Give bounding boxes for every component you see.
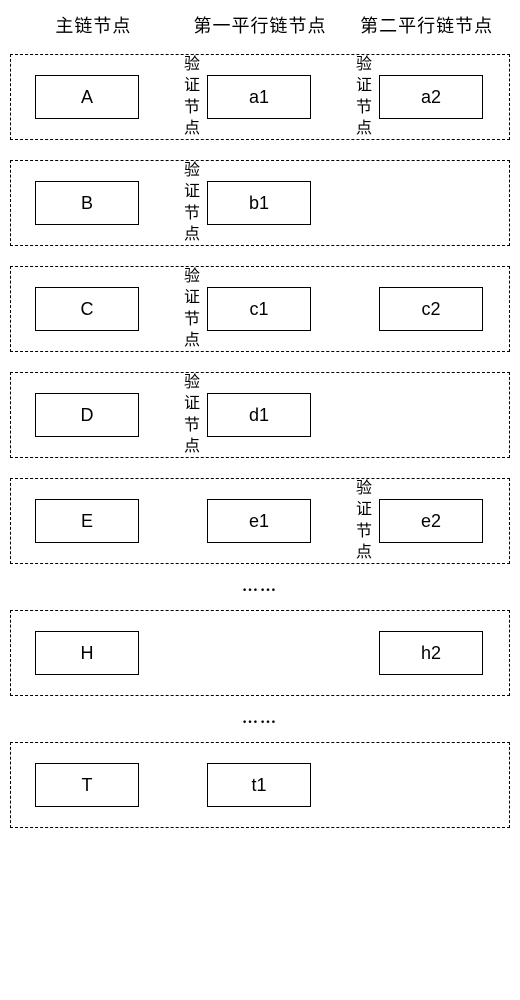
node-cell: e1 <box>207 499 311 543</box>
ellipsis: …… <box>10 578 510 596</box>
chain-row: Tt1 <box>10 742 510 828</box>
verify-node-label: 验证节点 <box>183 163 201 243</box>
header-col1: 第一平行链节点 <box>177 12 344 38</box>
node-cell: b1 <box>207 181 311 225</box>
header-col0: 主链节点 <box>10 12 177 38</box>
verify-node-label: 验证节点 <box>355 481 373 561</box>
verify-node-label: 验证节点 <box>183 375 201 455</box>
node-cell: H <box>35 631 139 675</box>
node-cell: h2 <box>379 631 483 675</box>
chain-row: Ee1 验证节点 e2 <box>10 478 510 564</box>
node-cell: D <box>35 393 139 437</box>
node-cell: A <box>35 75 139 119</box>
chain-row: D 验证节点 d1 <box>10 372 510 458</box>
verify-node-label: 验证节点 <box>183 269 201 349</box>
node-cell: E <box>35 499 139 543</box>
node-cell: d1 <box>207 393 311 437</box>
node-cell: T <box>35 763 139 807</box>
node-cell: a2 <box>379 75 483 119</box>
chain-row: A 验证节点 a1 验证节点 a2 <box>10 54 510 140</box>
ellipsis: …… <box>10 710 510 728</box>
column-headers: 主链节点 第一平行链节点 第二平行链节点 <box>10 12 510 38</box>
rows-container: A验证节点a1验证节点a2B验证节点b1C验证节点c1c2D验证节点d1Ee1验… <box>10 54 510 828</box>
node-cell: t1 <box>207 763 311 807</box>
node-cell: c2 <box>379 287 483 331</box>
node-cell: C <box>35 287 139 331</box>
chain-row: Hh2 <box>10 610 510 696</box>
node-cell: a1 <box>207 75 311 119</box>
chain-row: C 验证节点 c1 c2 <box>10 266 510 352</box>
node-cell: B <box>35 181 139 225</box>
node-cell: e2 <box>379 499 483 543</box>
verify-node-label: 验证节点 <box>355 57 373 137</box>
header-col2: 第二平行链节点 <box>343 12 510 38</box>
chain-row: B 验证节点 b1 <box>10 160 510 246</box>
node-cell: c1 <box>207 287 311 331</box>
verify-node-label: 验证节点 <box>183 57 201 137</box>
